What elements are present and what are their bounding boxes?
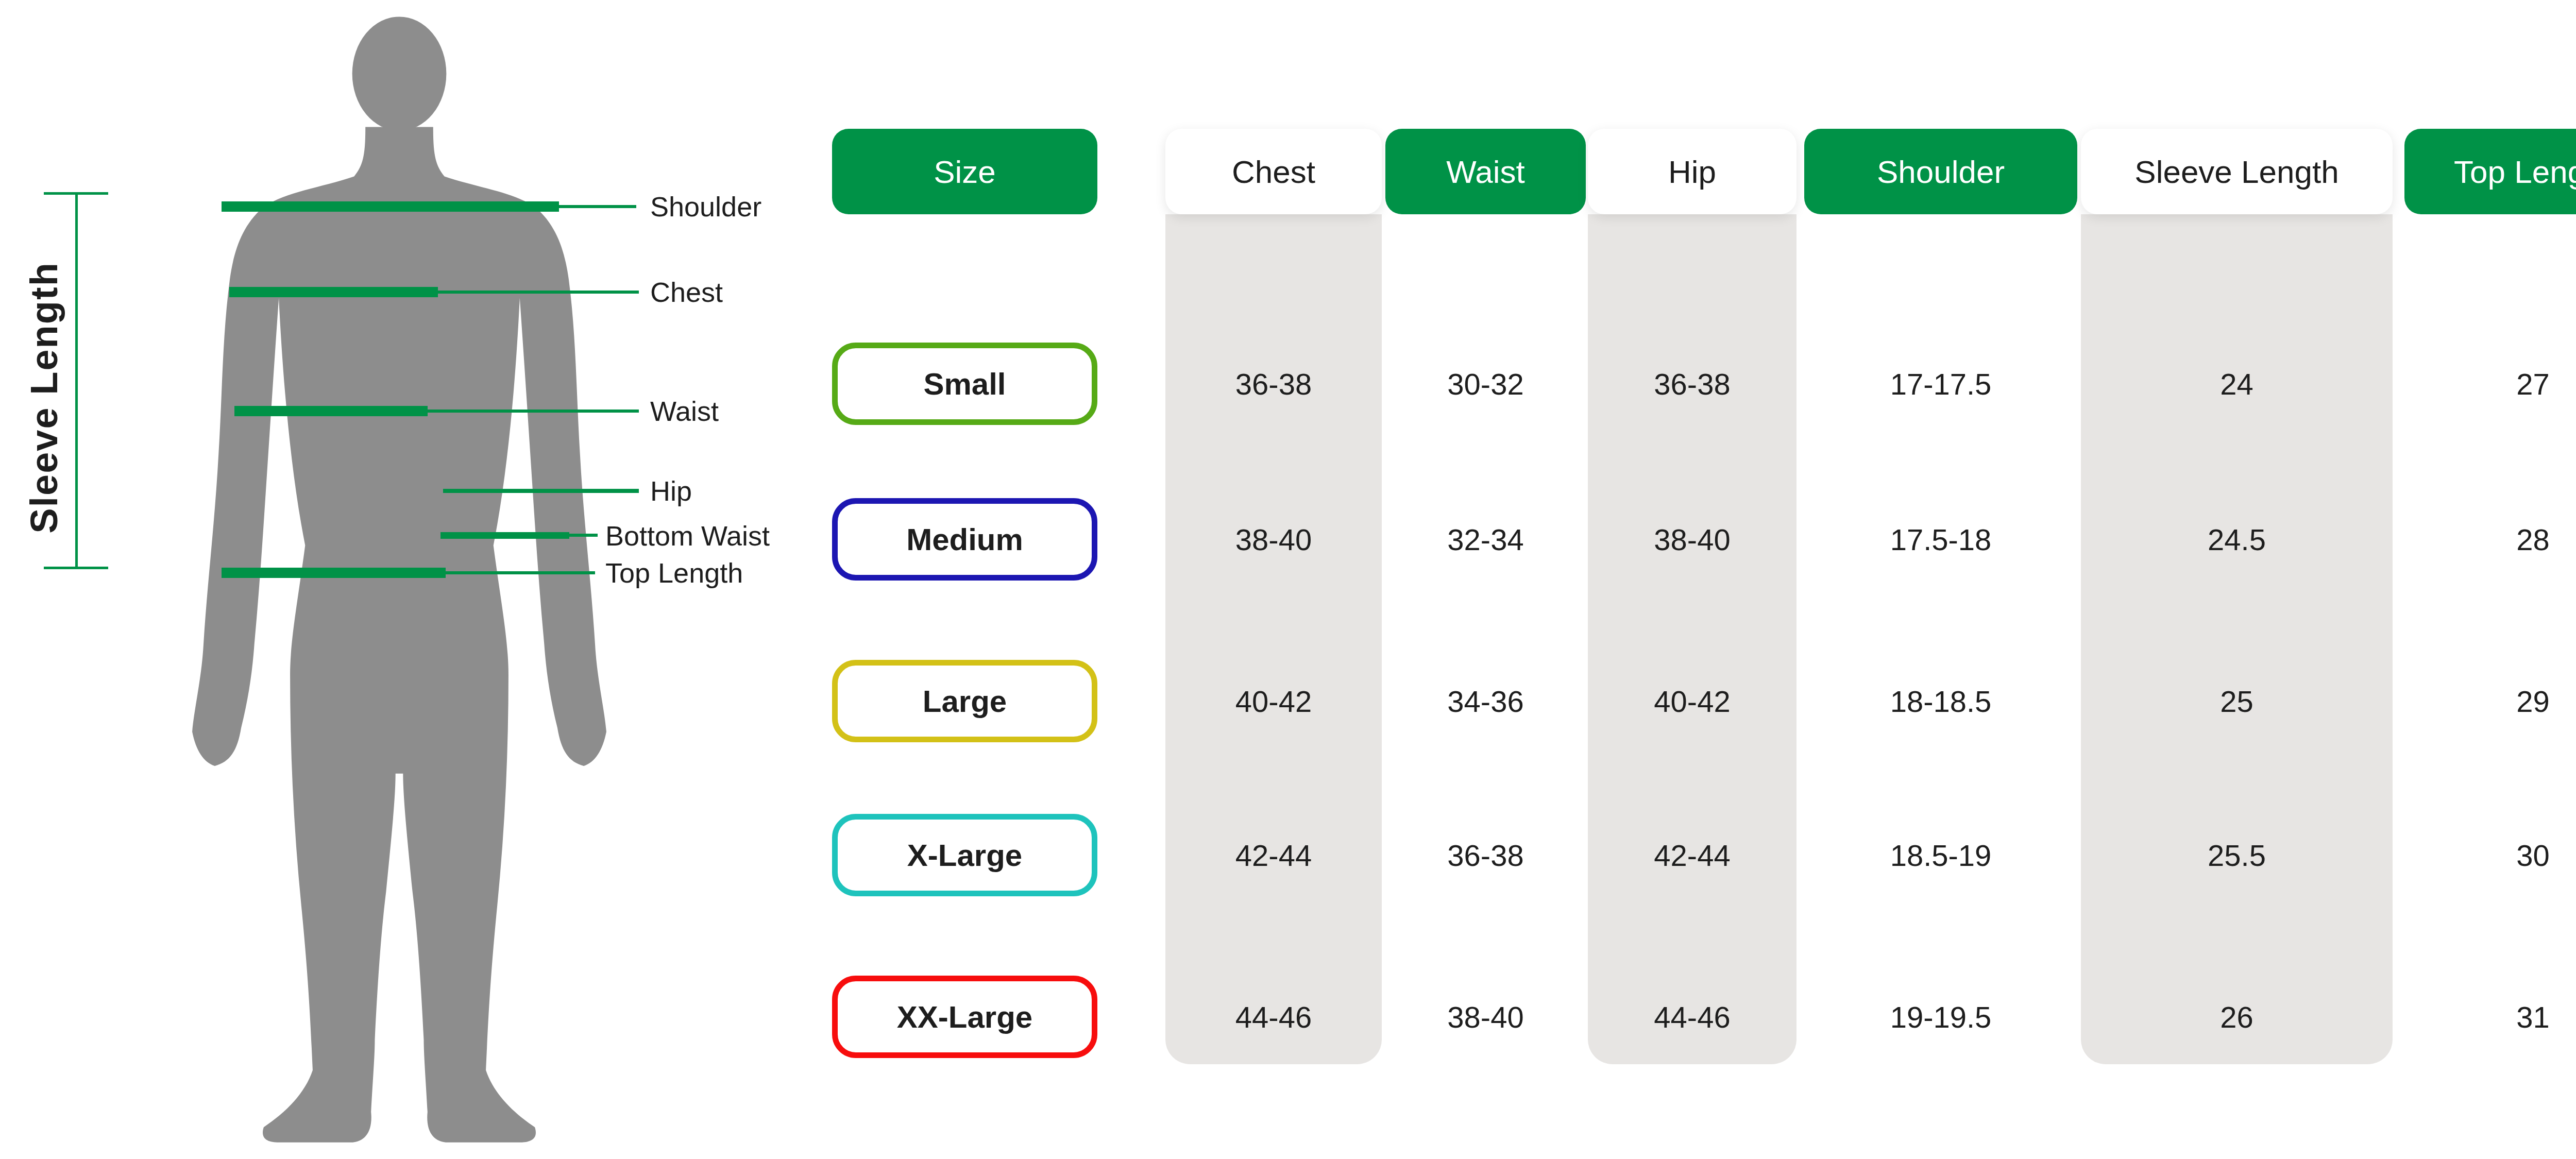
bottom-waist-line-thin	[569, 534, 598, 537]
chest-line	[229, 287, 438, 297]
table-cell: 44-46	[1165, 976, 1382, 1058]
column-waist: Waist 30-32 32-34 34-36 36-38 38-40	[1385, 129, 1586, 1064]
size-chart-infographic: Sleeve Length Shoulder Chest Waist Hip B…	[0, 0, 2576, 1159]
shoulder-line-thin	[559, 205, 636, 208]
table-cell: 28	[2404, 498, 2576, 581]
hip-label: Hip	[650, 475, 692, 506]
column-size: Size Small Medium Large X-Large XX-Large	[832, 129, 1097, 1064]
size-header: Size	[832, 129, 1097, 214]
shoulder-line	[222, 201, 559, 212]
table-cell: 19-19.5	[1804, 976, 2077, 1058]
table-cell: 26	[2081, 976, 2393, 1058]
column-sleeve-length: Sleeve Length 24 24.5 25 25.5 26	[2081, 129, 2393, 1064]
table-cell: 29	[2404, 660, 2576, 742]
table-cell: 24.5	[2081, 498, 2393, 581]
column-chest: Chest 36-38 38-40 40-42 42-44 44-46	[1165, 129, 1382, 1064]
size-button-xx-large[interactable]: XX-Large	[832, 976, 1097, 1058]
table-cell: 40-42	[1165, 660, 1382, 742]
hip-line	[443, 489, 639, 493]
sleeve-length-header: Sleeve Length	[2081, 129, 2393, 214]
waist-label: Waist	[650, 396, 719, 427]
table-cell: 18.5-19	[1804, 814, 2077, 896]
table-cell: 38-40	[1385, 976, 1586, 1058]
table-cell: 17.5-18	[1804, 498, 2077, 581]
shoulder-label: Shoulder	[650, 191, 761, 222]
column-hip: Hip 36-38 38-40 40-42 42-44 44-46	[1588, 129, 1797, 1064]
table-cell: 42-44	[1165, 814, 1382, 896]
column-shoulder: Shoulder 17-17.5 17.5-18 18-18.5 18.5-19…	[1804, 129, 2077, 1064]
table-cell: 25	[2081, 660, 2393, 742]
top-length-header: Top Length	[2404, 129, 2576, 214]
size-button-large[interactable]: Large	[832, 660, 1097, 742]
table-cell: 27	[2404, 343, 2576, 425]
table-cell: 31	[2404, 976, 2576, 1058]
table-cell: 30-32	[1385, 343, 1586, 425]
table-cell: 25.5	[2081, 814, 2393, 896]
shoulder-header: Shoulder	[1804, 129, 2077, 214]
table-cell: 17-17.5	[1804, 343, 2077, 425]
table-cell: 24	[2081, 343, 2393, 425]
body-silhouette	[155, 13, 644, 1154]
sleeve-length-label: Sleeve Length	[14, 217, 74, 578]
waist-line-thin	[428, 410, 639, 413]
table-cell: 36-38	[1385, 814, 1586, 896]
column-top-length: Top Length 27 28 29 30 31	[2404, 129, 2576, 1064]
chest-line-thin	[438, 291, 639, 294]
sleeve-bracket-line	[75, 193, 78, 569]
table-cell: 38-40	[1588, 498, 1797, 581]
size-button-x-large[interactable]: X-Large	[832, 814, 1097, 896]
table-cell: 32-34	[1385, 498, 1586, 581]
chest-header: Chest	[1165, 129, 1382, 214]
top-length-line-thin	[446, 571, 595, 574]
table-cell: 36-38	[1165, 343, 1382, 425]
table-cell: 36-38	[1588, 343, 1797, 425]
hip-header: Hip	[1588, 129, 1797, 214]
table-cell: 18-18.5	[1804, 660, 2077, 742]
table-cell: 42-44	[1588, 814, 1797, 896]
table-cell: 44-46	[1588, 976, 1797, 1058]
table-cell: 30	[2404, 814, 2576, 896]
waist-header: Waist	[1385, 129, 1586, 214]
top-length-label: Top Length	[605, 557, 743, 588]
table-cell: 34-36	[1385, 660, 1586, 742]
chest-band	[1165, 214, 1382, 1064]
waist-line	[234, 406, 428, 416]
size-button-small[interactable]: Small	[832, 343, 1097, 425]
bottom-waist-line	[440, 532, 569, 539]
sleeve-length-band	[2081, 214, 2393, 1064]
table-cell: 40-42	[1588, 660, 1797, 742]
size-button-medium[interactable]: Medium	[832, 498, 1097, 581]
top-length-line	[222, 568, 446, 578]
chest-label: Chest	[650, 277, 723, 308]
table-cell: 38-40	[1165, 498, 1382, 581]
bottom-waist-label: Bottom Waist	[605, 520, 770, 551]
hip-band	[1588, 214, 1797, 1064]
